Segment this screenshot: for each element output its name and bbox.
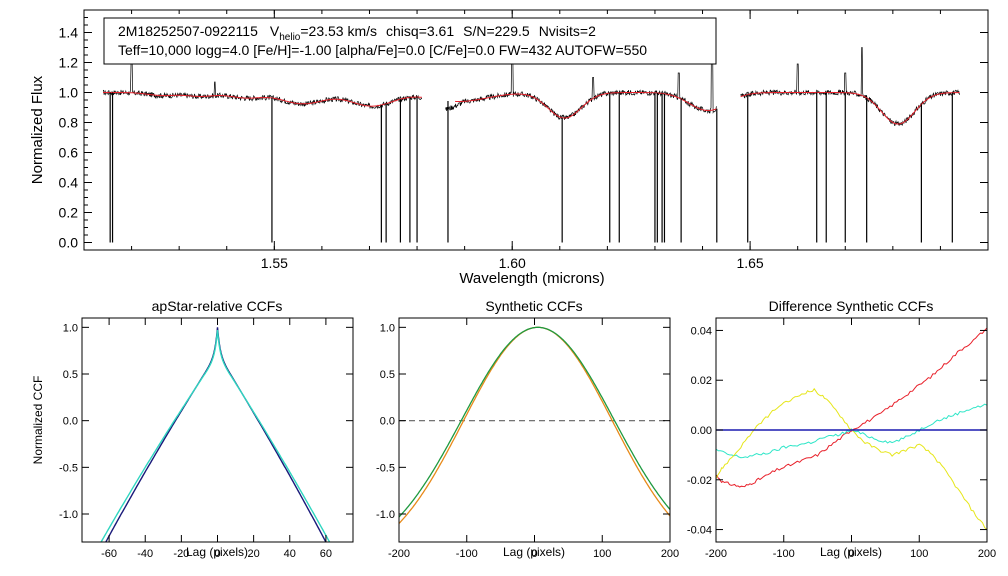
difference-ccf-xtick-label: 200: [978, 548, 996, 560]
apstar-ccf-ytick-label: -1.0: [59, 509, 78, 521]
spectrum-panel: 0.0 0.2 0.4 0.6 0.8 1.0 1.2 1.4 1.55 1.60 1.65 2M1…: [29, 9, 989, 287]
nvisits-value: Nvisits=2: [539, 23, 596, 39]
observed-flux-chip-3: [740, 47, 960, 127]
spectrum-xtick-label: 1.60: [499, 255, 526, 271]
apstar-ccf-ytick-label: 0.0: [63, 416, 78, 428]
model-flux-chip-2: [455, 92, 717, 119]
synthetic-ccf-ytick-label: -1.0: [376, 509, 395, 521]
apstar-ccf-xtick-label: 60: [320, 548, 332, 560]
synthetic-ccf-title: Synthetic CCFs: [485, 298, 582, 314]
difference-ccf-xlabel: Lag (pixels): [820, 545, 882, 559]
synthetic-ccf-ytick-label: -0.5: [376, 462, 395, 474]
synthetic-ccf-data: [399, 326, 670, 524]
synthetic-ccf-frame: [398, 317, 671, 543]
difference-ccf-panel: Difference Synthetic CCFs Lag (pixels) -…: [687, 298, 996, 560]
synthetic-ccf-panel: Synthetic CCFs Lag (pixels) -1.0 -0.5 0.0 0…: [376, 298, 679, 560]
spectrum-ylabel: Normalized Flux: [29, 75, 46, 184]
apstar-ccf-xtick-label: -60: [101, 548, 117, 560]
spectrum-ytick-label: 0.8: [59, 115, 79, 131]
vhelio-label: V: [270, 23, 280, 39]
vhelio-value: =23.53 km/s: [300, 23, 377, 39]
spectrum-ytick-label: 0.0: [59, 235, 79, 251]
difference-ccf-xtick-label: 0: [848, 548, 854, 560]
difference-ccf-ytick-label: -0.04: [687, 525, 712, 537]
snr-value: S/N=229.5: [463, 23, 530, 39]
apstar-ccf-data: [100, 327, 331, 542]
apstar-ccf-xtick-label: 40: [284, 548, 296, 560]
apstar-ccf-panel: apStar-relative CCFs Lag (pixels) Normal…: [31, 298, 354, 560]
vhelio-subscript: helio: [279, 32, 301, 43]
apstar-ccf-xtick-label: -40: [137, 548, 153, 560]
synthetic-ccf-line-1: [399, 326, 670, 524]
spectrum-ytick-label: 1.2: [59, 55, 79, 71]
header-params-line: Teff=10,000 logg=4.0 [Fe/H]=-1.00 [alpha…: [118, 42, 647, 58]
apstar-ccf-ylabel: Normalized CCF: [31, 376, 45, 465]
synthetic-ccf-ytick-label: 0.5: [380, 369, 395, 381]
apstar-ccf-frame: [81, 317, 354, 543]
synthetic-ccf-xtick-label: 100: [593, 548, 611, 560]
synthetic-ccf-xtick-label: 0: [531, 548, 537, 560]
spectrum-xlabel: Wavelength (microns): [459, 270, 604, 287]
spectrum-ytick-label: 0.2: [59, 205, 79, 221]
difference-ccf-ytick-label: -0.02: [687, 475, 712, 487]
header-legend-box: [103, 17, 717, 65]
synthetic-ccf-xtick-label: 200: [661, 548, 679, 560]
difference-ccf-line-yellow: [716, 387, 987, 530]
difference-ccf-ytick-label: 0.02: [691, 375, 712, 387]
apstar-ccf-ytick-label: 0.5: [63, 369, 78, 381]
difference-ccf-xtick-label: -100: [773, 548, 795, 560]
difference-ccf-title: Difference Synthetic CCFs: [769, 298, 934, 314]
spectrum-data: [102, 35, 960, 243]
difference-ccf-data: [716, 327, 987, 530]
apstar-ccf-line-2: [100, 330, 331, 542]
difference-ccf-line-red: [716, 327, 987, 488]
synthetic-ccf-xlabel: Lag (pixels): [503, 545, 565, 559]
synthetic-ccf-xtick-label: -200: [388, 548, 410, 560]
apstar-ccf-ytick-label: 1.0: [63, 322, 78, 334]
observed-flux-chip-1: [102, 59, 423, 110]
header-line-1: 2M18252507-0922115 Vhelio=23.53 km/s chisq…: [118, 23, 596, 43]
apstar-ccf-xlabel: Lag (pixels): [186, 545, 248, 559]
difference-ccf-ytick-label: 0.00: [691, 425, 712, 437]
apstar-ccf-xtick-label: 0: [214, 548, 220, 560]
star-id: 2M18252507-0922115: [118, 23, 258, 39]
apstar-ccf-ytick-label: -0.5: [59, 462, 78, 474]
chisq-value: chisq=3.61: [386, 23, 454, 39]
apstar-ccf-xtick-label: 20: [248, 548, 260, 560]
spectrum-ytick-label: 1.4: [59, 25, 79, 41]
synthetic-ccf-ytick-label: 1.0: [380, 322, 395, 334]
synthetic-ccf-xtick-label: -100: [456, 548, 478, 560]
synthetic-ccf-ytick-label: 0.0: [380, 416, 395, 428]
difference-ccf-ytick-label: 0.04: [691, 325, 712, 337]
spectrum-ytick-label: 1.0: [59, 85, 79, 101]
difference-ccf-xtick-label: -200: [705, 548, 727, 560]
spectrum-xtick-label: 1.65: [736, 255, 763, 271]
spectrum-ytick-label: 0.4: [59, 175, 79, 191]
difference-ccf-xtick-label: 100: [910, 548, 928, 560]
spectrum-ytick-label: 0.6: [59, 145, 79, 161]
apstar-ccf-line-1: [105, 327, 327, 542]
spectrum-axis-ticks: 0.0 0.2 0.4 0.6 0.8 1.0 1.2 1.4 1.55 1.60 1.65: [59, 10, 988, 271]
apstar-ccf-title: apStar-relative CCFs: [152, 298, 283, 314]
model-flux-chip-1: [103, 92, 422, 107]
apstar-ccf-xtick-label: -20: [173, 548, 189, 560]
synthetic-ccf-line-2: [399, 326, 670, 518]
model-flux-chip-3: [740, 92, 960, 125]
difference-ccf-line-cyan: [716, 403, 987, 459]
spectrum-xtick-label: 1.55: [261, 255, 288, 271]
